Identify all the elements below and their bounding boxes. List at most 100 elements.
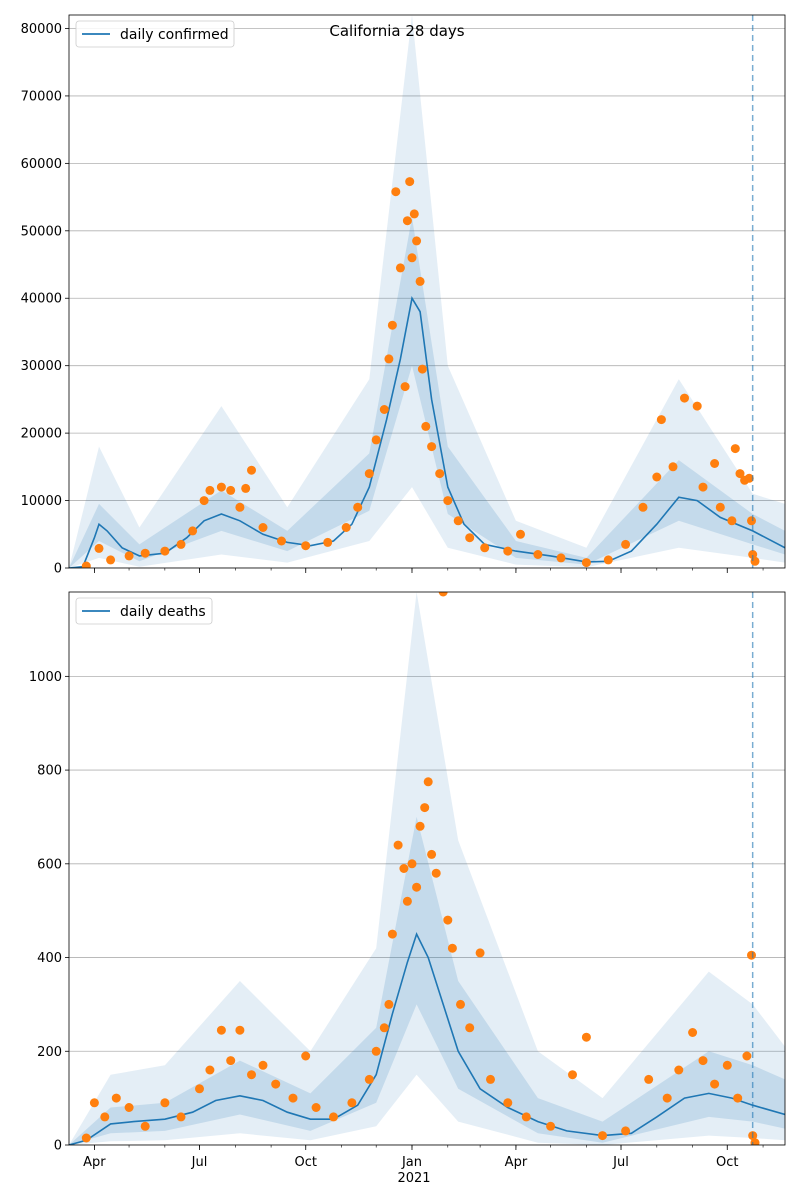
observed-point <box>301 541 311 551</box>
confirmed-legend-label: daily confirmed <box>120 27 229 43</box>
observed-point <box>417 364 427 374</box>
observed-point <box>384 354 394 364</box>
observed-point <box>384 999 394 1009</box>
observed-point <box>435 469 445 479</box>
observed-point <box>216 482 226 492</box>
observed-point <box>405 177 415 187</box>
observed-point <box>750 556 760 566</box>
observed-point <box>258 1060 268 1070</box>
observed-point <box>402 216 412 226</box>
observed-point <box>323 537 333 547</box>
confirmed-legend-box <box>75 20 235 48</box>
observed-point <box>415 821 425 831</box>
observed-point <box>652 472 662 482</box>
observed-point <box>421 421 431 431</box>
observed-point <box>400 382 410 392</box>
observed-point <box>353 502 363 512</box>
confirmed-panel: 0 10000 20000 30000 40000 50000 60000 70000 8000… <box>21 14 786 577</box>
observed-point <box>722 1060 732 1070</box>
observed-point <box>205 485 215 495</box>
observed-point <box>465 533 475 543</box>
confirmed-x-axis <box>94 568 764 573</box>
observed-point <box>735 469 745 479</box>
y-tick-label: 0 <box>54 562 62 577</box>
observed-point <box>195 1084 204 1094</box>
observed-point <box>747 950 756 960</box>
observed-point <box>730 444 740 454</box>
observed-point <box>81 561 91 568</box>
y-tick-label: 600 <box>37 857 62 872</box>
observed-point <box>379 405 389 414</box>
observed-point <box>662 1093 672 1103</box>
observed-point <box>516 529 525 539</box>
observed-point <box>311 1103 321 1112</box>
deaths-axes-frame <box>68 591 786 1146</box>
observed-point <box>409 209 419 219</box>
observed-point <box>379 1023 389 1033</box>
observed-point <box>387 320 397 330</box>
uncertainty-band-inner <box>69 217 785 568</box>
uncertainty-band-inner <box>69 816 785 1145</box>
y-tick-label: 60000 <box>21 157 62 172</box>
observed-point <box>727 516 737 526</box>
model-mean-line <box>69 931 785 1145</box>
observed-point <box>748 550 758 559</box>
y-tick-label: 400 <box>37 951 62 966</box>
observed-point <box>247 1070 256 1080</box>
observed-point <box>581 558 591 568</box>
observed-point <box>100 1112 110 1122</box>
confirmed-axes-frame <box>68 14 786 569</box>
y-tick-label: 80000 <box>21 22 62 37</box>
x-tick-label: Jul <box>191 1155 208 1170</box>
observed-point <box>160 1098 170 1108</box>
observed-point <box>301 1051 311 1061</box>
y-tick-label: 10000 <box>21 494 62 509</box>
observed-point <box>341 523 351 532</box>
observed-point <box>456 999 465 1009</box>
y-tick-label: 800 <box>37 764 62 779</box>
observed-point <box>258 523 268 532</box>
observed-point <box>447 943 457 953</box>
observed-point <box>742 1051 752 1061</box>
observed-point <box>480 543 490 553</box>
y-tick-label: 0 <box>54 1139 62 1154</box>
observed-point <box>247 465 256 475</box>
observed-point <box>288 1093 298 1103</box>
x-tick-label: Apr <box>83 1155 106 1170</box>
observed-point <box>188 526 198 536</box>
observed-point <box>674 1065 684 1075</box>
observed-point <box>453 516 463 526</box>
observed-point <box>371 435 381 445</box>
uncertainty-band-outer <box>69 15 785 568</box>
observed-point <box>486 1074 495 1084</box>
observed-point <box>124 1103 134 1112</box>
observed-point <box>744 473 754 483</box>
observed-point <box>715 502 725 512</box>
uncertainty-band-outer <box>69 592 785 1145</box>
observed-point <box>638 502 648 512</box>
observed-point <box>533 550 543 559</box>
deaths-plot-area <box>69 592 785 1145</box>
plot-clip-group <box>69 592 785 1145</box>
observed-point <box>111 1093 121 1103</box>
observed-point <box>680 393 689 403</box>
observed-point <box>395 263 405 273</box>
observed-point <box>106 555 116 565</box>
observed-point <box>503 546 513 556</box>
observed-point <box>176 1112 186 1122</box>
observed-point <box>710 459 720 468</box>
observed-point <box>621 1126 631 1136</box>
observed-point <box>644 1074 654 1084</box>
observed-point <box>199 496 209 506</box>
observed-point <box>81 1133 91 1143</box>
observed-point <box>277 536 286 546</box>
observed-point <box>235 502 245 512</box>
y-tick-label: 30000 <box>21 359 62 374</box>
observed-point <box>621 539 631 549</box>
observed-point <box>387 929 397 939</box>
figure-title: California 28 days <box>329 22 464 40</box>
observed-point <box>391 187 401 197</box>
observed-point <box>710 1079 720 1089</box>
observed-point <box>402 896 412 906</box>
